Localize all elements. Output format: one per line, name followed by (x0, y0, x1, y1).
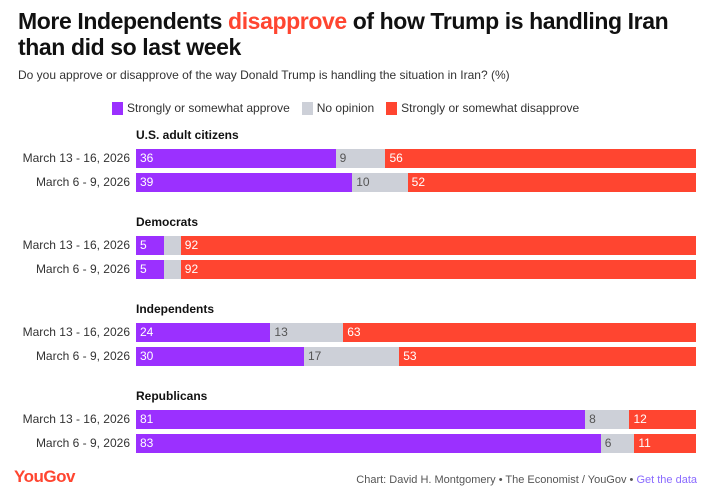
data-label: 5 (140, 262, 147, 276)
legend-swatch-disapprove (386, 101, 398, 115)
legend-label-noop: No opinion (316, 101, 375, 115)
data-label: 6 (604, 436, 612, 450)
row-label: March 13 - 16, 2026 (22, 325, 130, 339)
legend-label-disapprove: Strongly or somewhat disapprove (401, 101, 580, 115)
bar-segment-noop: 17 (304, 347, 400, 366)
title-highlight: disapprove (228, 8, 347, 34)
chart-subtitle: Do you approve or disapprove of the way … (18, 68, 510, 82)
bar-segment-disapprove: 92 (180, 236, 696, 255)
bar-segment-noop (164, 260, 181, 279)
data-label: 30 (140, 349, 154, 363)
bar-segment-disapprove: 63 (343, 323, 696, 342)
row-label: March 6 - 9, 2026 (35, 436, 130, 450)
group-title: U.S. adult citizens (136, 128, 239, 142)
bar-segment-noop: 8 (585, 410, 630, 429)
stacked-bar: 5 92 (136, 260, 696, 279)
data-label: 5 (140, 238, 147, 252)
stacked-bar: 81 8 12 (136, 410, 696, 429)
bar-segment-approve: 5 (136, 236, 164, 255)
data-label: 13 (274, 325, 288, 339)
credit-text: Chart: David H. Montgomery • The Economi… (356, 474, 637, 486)
row-label: March 13 - 16, 2026 (22, 151, 130, 165)
data-label: 12 (633, 412, 647, 426)
bar-segment-approve: 81 (136, 410, 586, 429)
data-label: 10 (356, 175, 370, 189)
stacked-bar: 36 9 56 (136, 149, 696, 168)
bar-segment-noop: 13 (270, 323, 344, 342)
bar-segment-disapprove: 92 (180, 260, 696, 279)
stacked-bar: 83 6 11 (136, 434, 696, 453)
bar-segment-disapprove: 53 (399, 347, 696, 366)
data-label: 92 (184, 238, 199, 252)
bar-segment-noop (164, 236, 181, 255)
bar-segment-noop: 9 (335, 149, 386, 168)
stacked-bar: 30 17 53 (136, 347, 696, 366)
bar-segment-disapprove: 12 (629, 410, 696, 429)
bar-segment-disapprove: 52 (407, 173, 696, 192)
data-label: 9 (339, 151, 347, 165)
row-label: March 13 - 16, 2026 (22, 238, 130, 252)
data-label: 11 (638, 436, 651, 450)
yougov-logo: YouGov (14, 467, 75, 486)
group-title: Independents (136, 302, 215, 316)
bar-segment-disapprove: 11 (634, 434, 696, 453)
data-label: 8 (589, 412, 596, 426)
group-title: Democrats (136, 215, 199, 229)
legend-label-approve: Strongly or somewhat approve (127, 101, 290, 115)
bar-segment-disapprove: 56 (385, 149, 696, 168)
footer-credit: Chart: David H. Montgomery • The Economi… (356, 474, 697, 486)
legend-swatch-approve (112, 101, 123, 115)
stacked-bar: 24 13 63 (136, 323, 696, 342)
legend-swatch-noop (301, 101, 313, 115)
bar-segment-noop: 6 (600, 434, 635, 453)
title-post: of how Trump is handling Iran than did s… (18, 8, 669, 60)
stacked-bar: 5 92 (136, 236, 696, 255)
data-label: 52 (411, 175, 426, 189)
bar-segment-approve: 30 (136, 347, 304, 366)
group-title: Republicans (136, 389, 208, 403)
row-label: March 6 - 9, 2026 (35, 262, 130, 276)
legend-item-disapprove: Strongly or somewhat disapprove (386, 101, 579, 115)
bar-segment-approve: 83 (136, 434, 601, 453)
data-label: 17 (308, 349, 322, 363)
legend-item-approve: Strongly or somewhat approve (112, 101, 290, 115)
data-label: 36 (140, 151, 154, 165)
data-label: 53 (403, 349, 417, 363)
chart-title: More Independents disapprove of how Trum… (18, 8, 708, 60)
bar-segment-approve: 5 (136, 260, 164, 279)
data-label: 39 (140, 175, 154, 189)
data-label: 24 (140, 325, 154, 339)
data-label: 81 (140, 412, 154, 426)
legend: Strongly or somewhat approve No opinion … (112, 101, 591, 115)
data-label: 63 (347, 325, 361, 339)
bar-segment-approve: 24 (136, 323, 271, 342)
bar-segment-noop: 10 (352, 173, 408, 192)
title-pre: More Independents (18, 8, 229, 34)
get-data-link[interactable]: Get the data (636, 474, 697, 486)
bar-segment-approve: 39 (136, 173, 353, 192)
data-label: 83 (140, 436, 154, 450)
row-label: March 13 - 16, 2026 (22, 412, 130, 426)
bar-segment-approve: 36 (136, 149, 336, 168)
data-label: 92 (184, 262, 199, 276)
row-label: March 6 - 9, 2026 (35, 349, 130, 363)
row-label: March 6 - 9, 2026 (35, 175, 130, 189)
data-label: 56 (389, 151, 403, 165)
legend-item-noop: No opinion (301, 101, 375, 115)
stacked-bar: 39 10 52 (136, 173, 696, 192)
